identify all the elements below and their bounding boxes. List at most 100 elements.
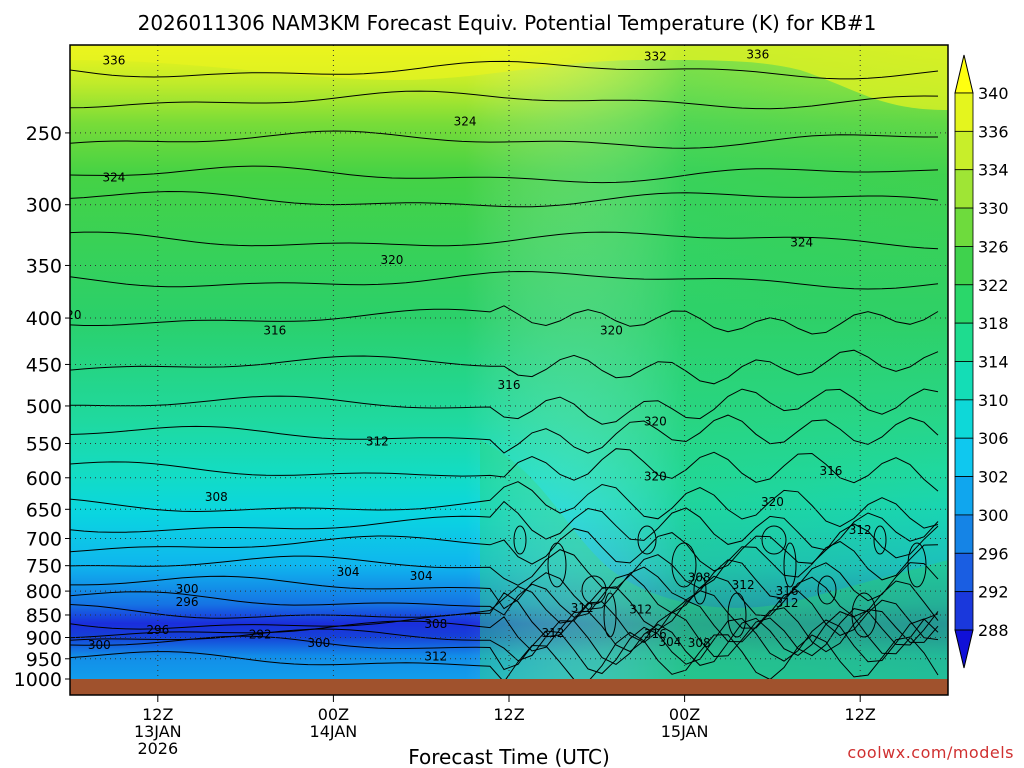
y-tick-label-550: 550	[26, 433, 62, 455]
contour-label-1: 332	[644, 50, 667, 64]
contour-label-23: 316	[776, 584, 799, 598]
colorbar-swatch-13	[954, 591, 974, 631]
contour-label-24: 296	[176, 595, 199, 609]
y-tick-label-650: 650	[26, 499, 62, 521]
colorbar-swatch-7	[954, 361, 974, 401]
contour-cell-13	[907, 542, 927, 588]
colorbar-label-336: 336	[978, 122, 1009, 141]
contour-line-4	[70, 190, 939, 208]
contour-cell-6	[693, 575, 707, 605]
contour-label-29: 296	[146, 623, 169, 637]
contour-label-10: 316	[498, 378, 521, 392]
contour-label-30: 292	[249, 627, 272, 641]
contour-label-9: 320	[600, 324, 623, 338]
contour-cell-9	[783, 542, 797, 588]
x-tick-label-3: 00Z	[669, 705, 700, 724]
y-tick-label-350: 350	[26, 255, 62, 277]
colorbar-label-334: 334	[978, 161, 1009, 180]
contour-label-2: 336	[746, 48, 769, 62]
y-tick-label-900: 900	[26, 627, 62, 649]
colorbar-swatch-0	[954, 92, 974, 132]
contour-line-3	[70, 165, 939, 184]
contour-line-2	[70, 130, 938, 149]
colorbar-swatch-11	[954, 514, 974, 554]
colorbar-swatch-12	[954, 552, 974, 593]
colorbar-swatch-3	[954, 207, 974, 247]
contour-line-15	[70, 540, 939, 589]
contour-line-5	[70, 231, 939, 250]
colorbar-label-326: 326	[978, 237, 1009, 256]
contour-label-14: 320	[644, 469, 667, 483]
y-tick-label-300: 300	[26, 195, 62, 217]
colorbar-swatch-1	[954, 130, 974, 171]
contour-line-11	[70, 448, 939, 492]
contour-label-36: 308	[688, 636, 711, 650]
contour-label-8: 316	[263, 324, 286, 338]
y-tick-label-1000: 1000	[14, 669, 62, 691]
x-tick-year-0: 2026	[137, 739, 178, 758]
colorbar-swatch-9	[954, 437, 974, 477]
credit-text: coolwx.com/models	[847, 743, 1014, 762]
contour-label-6: 320	[380, 253, 403, 267]
colorbar-label-340: 340	[978, 84, 1009, 103]
x-tick-label-0: 12Z	[142, 705, 173, 724]
contour-label-25: 312	[571, 601, 594, 615]
contour-line-19	[70, 592, 939, 653]
contour-line-10	[70, 414, 939, 454]
contour-line-0	[70, 60, 939, 80]
contour-cell-8	[761, 525, 787, 555]
contour-label-18: 304	[337, 565, 360, 579]
y-tick-label-450: 450	[26, 354, 62, 376]
contour-label-4: 324	[102, 171, 125, 185]
contour-label-22: 312	[732, 578, 755, 592]
colorbar-label-322: 322	[978, 276, 1009, 295]
contour-line-12	[70, 481, 939, 529]
colorbar-label-314: 314	[978, 353, 1009, 372]
y-tick-label-750: 750	[26, 556, 62, 578]
contour-label-0: 336	[102, 53, 125, 67]
colorbar-swatch-10	[954, 476, 974, 516]
contour-label-35: 304	[659, 635, 682, 649]
terrain-surface	[70, 679, 948, 695]
contour-label-34: 300	[307, 636, 330, 650]
x-axis-label: Forecast Time (UTC)	[408, 745, 610, 768]
colorbar-label-330: 330	[978, 199, 1009, 218]
colorbar-label-310: 310	[978, 391, 1009, 410]
contour-label-7: 320	[59, 308, 82, 322]
contour-label-37: 312	[424, 650, 447, 664]
contour-cell-4	[637, 525, 657, 555]
y-tick-label-950: 950	[26, 649, 62, 671]
x-tick-label-4: 12Z	[845, 705, 876, 724]
colorbar-swatch-4	[954, 246, 974, 286]
contour-label-12: 312	[366, 434, 389, 448]
colorbar-swatch-5	[954, 284, 974, 324]
contour-label-20: 308	[688, 571, 711, 585]
contour-label-26: 312	[629, 602, 652, 616]
contour-label-3: 324	[454, 115, 477, 129]
contour-line-20	[70, 608, 939, 658]
y-tick-label-700: 700	[26, 528, 62, 550]
colorbar-top-arrow	[954, 54, 974, 94]
contour-line-14	[70, 523, 939, 572]
y-tick-label-500: 500	[26, 396, 62, 418]
contour-label-15: 308	[205, 490, 228, 504]
contour-label-28: 308	[424, 617, 447, 631]
contour-label-31: 312	[541, 626, 564, 640]
contour-label-32: 316	[644, 627, 667, 641]
colorbar-label-306: 306	[978, 429, 1009, 448]
y-tick-label-600: 600	[26, 468, 62, 490]
contour-line-18	[70, 585, 939, 641]
chart-title: 2026011306 NAM3KM Forecast Equiv. Potent…	[138, 11, 877, 35]
colorbar-label-318: 318	[978, 314, 1009, 333]
contour-label-13: 316	[819, 464, 842, 478]
contour-line-7	[70, 305, 939, 335]
colorbar-label-296: 296	[978, 544, 1009, 563]
x-tick-label-2: 12Z	[493, 705, 524, 724]
contour-label-19: 304	[410, 569, 433, 583]
colorbar-label-302: 302	[978, 468, 1009, 487]
contour-line-13	[70, 500, 939, 551]
